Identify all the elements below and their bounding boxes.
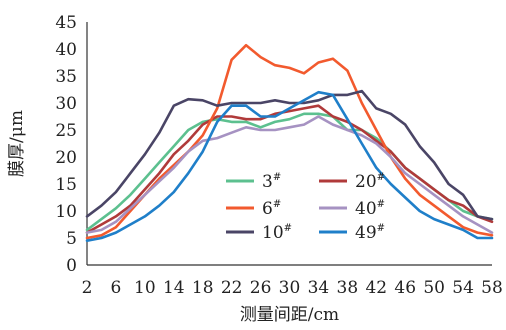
y-tick-label: 20 [55,148,77,168]
series-line-49 [85,90,494,242]
legend-label: 3# [262,172,281,192]
x-tick-label: 38 [337,278,359,298]
x-tick-label: 46 [394,278,416,298]
legend: 3# 20# 6# 40# 10# 49# [226,172,385,243]
y-tick-label: 40 [55,40,77,60]
x-axis-label: 测量间距/cm [240,305,339,325]
x-tick-label: 54 [452,278,474,298]
x-tick-label: 34 [308,278,330,298]
y-tick-label: 5 [66,229,77,249]
x-tick-label: 42 [365,278,387,298]
y-tick-label: 30 [55,94,77,114]
y-axis-label: 膜厚/μm [7,110,27,177]
legend-item: 20# [319,172,385,192]
series-line-3 [85,112,494,232]
legend-item: 40# [319,199,385,219]
series-line-10 [85,89,494,221]
y-tick-label: 45 [55,13,77,33]
y-tick-label: 15 [55,175,77,195]
series-line-6 [85,43,494,240]
legend-label: 49# [355,223,385,243]
legend-item: 10# [226,223,292,243]
x-tick-label: 2 [82,278,93,298]
axes [86,22,492,266]
x-tick-label: 22 [221,278,243,298]
legend-label: 10# [262,223,292,243]
legend-item: 6# [226,199,281,219]
legend-item: 3# [226,172,281,192]
x-tick-label: 6 [111,278,122,298]
legend-label: 40# [355,199,385,219]
legend-label: 20# [355,172,385,192]
x-tick-label: 26 [250,278,272,298]
series-line-40 [85,115,494,234]
series-lines [85,43,494,242]
x-tick-label: 10 [134,278,156,298]
y-tick-label: 0 [66,256,77,276]
series-line-20 [85,104,494,234]
x-tick-label: 30 [279,278,301,298]
x-tick-label: 14 [163,278,185,298]
legend-label: 6# [262,199,281,219]
x-tick-label: 58 [481,278,503,298]
legend-item: 49# [319,223,385,243]
y-tick-label: 10 [55,202,77,222]
y-tick-label: 25 [55,121,77,141]
x-tick-label: 18 [192,278,214,298]
y-tick-label: 35 [55,67,77,87]
x-tick-label: 50 [423,278,445,298]
